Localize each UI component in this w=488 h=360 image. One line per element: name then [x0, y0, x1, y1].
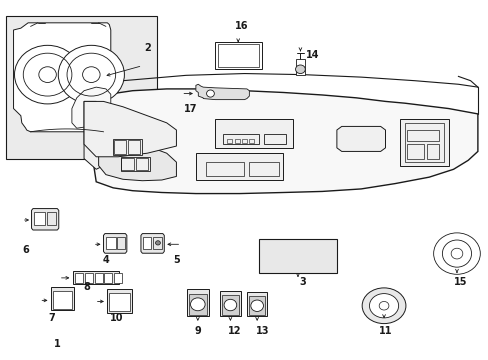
- Text: 14: 14: [305, 50, 319, 60]
- Bar: [407, 144, 424, 158]
- Bar: [114, 140, 126, 154]
- Text: 13: 13: [255, 326, 269, 336]
- Bar: [227, 139, 232, 143]
- Text: 9: 9: [195, 326, 201, 336]
- Bar: [153, 237, 162, 249]
- Polygon shape: [84, 102, 108, 169]
- Bar: [121, 158, 133, 170]
- Ellipse shape: [82, 67, 100, 82]
- Bar: [113, 139, 142, 155]
- Polygon shape: [141, 234, 164, 253]
- Ellipse shape: [224, 299, 236, 311]
- Bar: [85, 273, 93, 283]
- Polygon shape: [14, 23, 111, 132]
- Text: 2: 2: [143, 43, 150, 53]
- Ellipse shape: [362, 288, 405, 324]
- Bar: [215, 42, 261, 69]
- Polygon shape: [84, 89, 477, 194]
- Bar: [95, 273, 102, 283]
- Bar: [407, 130, 438, 141]
- Bar: [234, 139, 239, 143]
- Bar: [264, 134, 285, 144]
- Ellipse shape: [295, 65, 305, 73]
- Text: 3: 3: [299, 277, 305, 287]
- Ellipse shape: [15, 45, 81, 104]
- Polygon shape: [84, 102, 176, 157]
- Text: 10: 10: [110, 312, 123, 323]
- Ellipse shape: [369, 294, 398, 318]
- Bar: [220, 291, 240, 316]
- Ellipse shape: [155, 241, 160, 245]
- Ellipse shape: [58, 45, 124, 104]
- Bar: [107, 289, 131, 313]
- Bar: [215, 119, 292, 148]
- Text: 15: 15: [453, 277, 467, 287]
- Bar: [222, 296, 238, 315]
- Text: 16: 16: [235, 21, 248, 31]
- Bar: [47, 212, 56, 225]
- Polygon shape: [72, 87, 111, 128]
- Text: 1: 1: [54, 339, 61, 349]
- Bar: [53, 291, 72, 309]
- Ellipse shape: [190, 298, 204, 311]
- Text: 11: 11: [378, 326, 391, 336]
- Bar: [109, 293, 129, 311]
- Bar: [248, 296, 265, 315]
- Bar: [249, 139, 254, 143]
- Text: 5: 5: [173, 255, 180, 265]
- Bar: [120, 157, 149, 171]
- Ellipse shape: [206, 90, 214, 97]
- Polygon shape: [99, 137, 176, 181]
- Bar: [246, 292, 267, 316]
- Bar: [127, 140, 140, 154]
- Bar: [6, 16, 157, 158]
- Bar: [189, 294, 206, 315]
- Bar: [143, 237, 151, 249]
- Text: 7: 7: [48, 312, 55, 323]
- Bar: [259, 239, 336, 273]
- Bar: [242, 139, 246, 143]
- Polygon shape: [436, 238, 476, 269]
- Bar: [104, 273, 112, 283]
- Bar: [106, 237, 116, 249]
- Bar: [73, 271, 119, 284]
- Polygon shape: [336, 126, 385, 152]
- Bar: [34, 212, 45, 225]
- Bar: [426, 144, 438, 158]
- Bar: [222, 134, 259, 144]
- Bar: [187, 289, 208, 316]
- Bar: [205, 162, 244, 176]
- Text: 8: 8: [83, 282, 90, 292]
- Bar: [136, 158, 148, 170]
- Ellipse shape: [433, 233, 479, 274]
- Bar: [51, 287, 74, 310]
- Text: 12: 12: [227, 326, 241, 336]
- Bar: [117, 237, 124, 249]
- Polygon shape: [196, 84, 249, 100]
- Bar: [75, 273, 83, 283]
- Text: 6: 6: [22, 245, 29, 255]
- Polygon shape: [31, 208, 59, 230]
- Text: 17: 17: [184, 104, 197, 113]
- Text: 4: 4: [102, 255, 109, 265]
- Bar: [399, 119, 448, 166]
- Ellipse shape: [39, 67, 56, 82]
- Ellipse shape: [250, 300, 263, 311]
- Bar: [114, 273, 122, 283]
- Bar: [217, 44, 259, 67]
- Polygon shape: [103, 234, 126, 253]
- Bar: [196, 153, 283, 180]
- Bar: [404, 123, 443, 162]
- Bar: [295, 59, 305, 75]
- Bar: [249, 162, 278, 176]
